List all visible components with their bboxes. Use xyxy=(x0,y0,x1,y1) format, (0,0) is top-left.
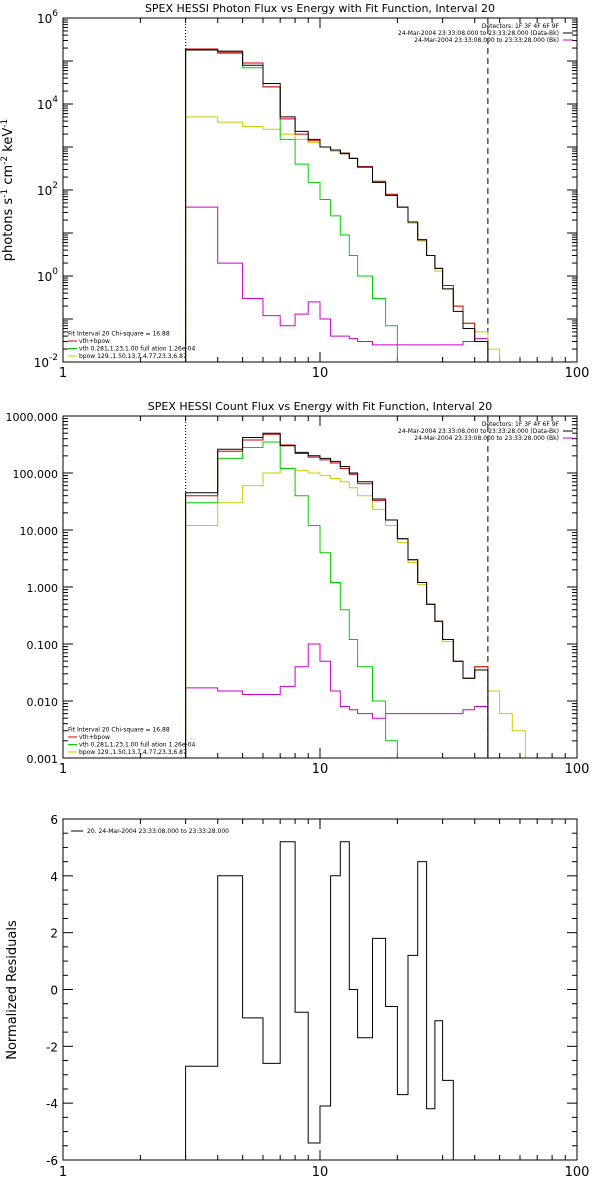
legend-text: Fit Interval 20 Chi-square = 16.88 xyxy=(68,727,170,734)
series-bk xyxy=(185,643,489,758)
legend-text: bpow 129.,1.50,13.7,4.77,23.3,6.87 xyxy=(79,353,187,360)
legend-text: vth+bpow xyxy=(79,734,110,741)
y-tick-exponent: 6 xyxy=(52,9,58,19)
x-tick-label: 1 xyxy=(59,366,67,381)
legend-text: 24-Mar-2004 23:33:08.000 to 23:33:28.000… xyxy=(398,428,559,435)
y-tick-label: 4 xyxy=(50,870,58,884)
series-vth xyxy=(185,441,398,758)
legend-text: 24-Mar-2004 23:33:08.000 to 23:33:28.000… xyxy=(398,30,559,37)
plot-area xyxy=(185,841,454,1160)
y-axis-label-part: -1 xyxy=(0,119,10,128)
count-flux-panel: SPEX HESSI Count Flux vs Energy with Fit… xyxy=(6,400,590,777)
plot-area xyxy=(185,432,538,758)
y-tick-exponent: 4 xyxy=(52,95,58,105)
y-tick-label: 2 xyxy=(50,927,58,941)
plot-frame xyxy=(62,415,578,759)
y-axis-label: Normalized Residuals xyxy=(5,920,20,1060)
series-data-bk xyxy=(185,49,489,362)
legend-text: Detectors: 1F 3F 4F 6F 9F xyxy=(482,23,560,30)
x-tick-label: 1 xyxy=(59,762,67,777)
y-tick-exponent: 0 xyxy=(52,267,58,277)
legend-text: vth 0.281,1.23,1.00 full ation 1.26e-04 xyxy=(79,346,195,353)
series-data-bk xyxy=(185,432,489,758)
x-tick-label: 10 xyxy=(312,366,329,381)
x-tick-label: 10 xyxy=(312,1165,329,1180)
y-axis-label-part: keV xyxy=(1,128,16,156)
series-vth xyxy=(185,49,409,362)
y-tick-label: -6 xyxy=(46,1154,58,1168)
y-tick-label: 6 xyxy=(50,813,58,827)
legend-text: vth+bpow xyxy=(79,338,110,345)
y-tick-label: 106 xyxy=(37,9,58,26)
legend-text: Detectors: 1F 3F 4F 6F 9F xyxy=(482,421,560,428)
y-tick-label: -2 xyxy=(46,1040,58,1054)
y-tick-label: 100.000 xyxy=(13,468,59,481)
photon-flux-panel: SPEX HESSI Photon Flux vs Energy with Fi… xyxy=(0,2,590,381)
x-tick-label: 100 xyxy=(565,366,590,381)
x-tick-label: 10 xyxy=(312,762,329,777)
y-tick-label: 1000.000 xyxy=(6,411,59,424)
y-tick-label: 1.000 xyxy=(27,582,59,595)
y-tick-exponent: -2 xyxy=(49,353,58,363)
y-tick-label: 102 xyxy=(37,181,58,198)
y-axis-label-part: -1 xyxy=(0,189,10,198)
y-axis-label-part: cm xyxy=(1,165,16,189)
legend-text: vth 0.281,1.23,1.00 full ation 1.26e-04 xyxy=(79,742,195,749)
y-tick-label: 10.000 xyxy=(20,525,59,538)
legend-text: bpow 129.,1.50,13.7,4.77,23.3,6.87 xyxy=(79,749,187,756)
y-tick-label: 0.001 xyxy=(27,753,59,766)
legend-text: Fit Interval 20 Chi-square = 16.88 xyxy=(68,331,170,338)
y-tick-exponent: 2 xyxy=(52,181,58,191)
y-tick-label: 0.100 xyxy=(27,639,59,652)
y-tick-base: 10 xyxy=(34,356,49,370)
legend-text: 24-Mar-2004 23:33:08.000 to 23:33:28.000… xyxy=(414,37,559,44)
chart-title: SPEX HESSI Count Flux vs Energy with Fit… xyxy=(148,400,492,413)
y-tick-base: 10 xyxy=(37,98,52,112)
y-axis-label-part: photons s xyxy=(1,198,16,262)
y-tick-label: 0 xyxy=(50,984,58,998)
chart-title: SPEX HESSI Photon Flux vs Energy with Fi… xyxy=(145,2,495,15)
x-tick-label: 1 xyxy=(59,1165,67,1180)
plot-frame xyxy=(62,17,578,363)
x-tick-label: 100 xyxy=(565,1165,590,1180)
legend-text: 24-Mar-2004 23:33:08.000 to 23:33:28.000… xyxy=(414,435,559,442)
legend-text: 20. 24-Mar-2004 23:33:08.000 to 23:33:28… xyxy=(87,828,229,835)
y-tick-label: 10-2 xyxy=(34,353,58,370)
series-20-24-mar-2004-23-33-08-000-to-23-33-28-000 xyxy=(185,841,454,1160)
x-tick-label: 100 xyxy=(565,762,590,777)
y-tick-base: 10 xyxy=(37,184,52,198)
y-tick-label: 0.010 xyxy=(27,696,59,709)
y-tick-label: 104 xyxy=(37,95,58,112)
y-tick-label: -4 xyxy=(46,1097,58,1111)
plot-area xyxy=(185,48,501,362)
residuals-panel: Normalized Residuals 1 10 100 -6 -4 -2 0 2 4 6 20. … xyxy=(5,813,589,1180)
y-tick-base: 10 xyxy=(37,270,52,284)
y-tick-base: 10 xyxy=(37,12,52,26)
series-bk xyxy=(185,206,489,362)
y-tick-label: 100 xyxy=(37,267,58,284)
y-axis-label: photons s-1 cm-2 keV-1 xyxy=(0,119,16,261)
y-axis-label-part: -2 xyxy=(0,156,10,165)
plot-frame xyxy=(62,818,578,1161)
